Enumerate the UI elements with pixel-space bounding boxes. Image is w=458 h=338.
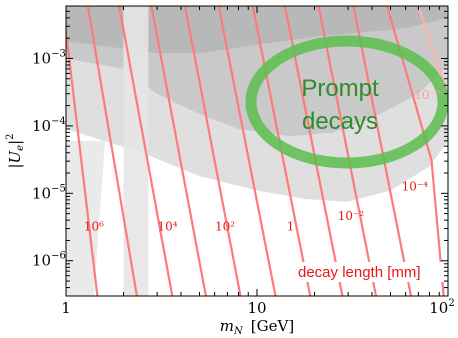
x-tick-label: 102 (429, 298, 454, 317)
contour-label-1: 10⁶ (84, 220, 104, 234)
contour-line-12 (417, 6, 448, 95)
prompt-label: Prompt (301, 75, 379, 102)
contour-label-3: 10⁴ (157, 220, 177, 234)
axis-ticks (65, 5, 449, 297)
contour-line-9 (317, 6, 378, 296)
contour-label-9: 10⁻² (338, 209, 365, 223)
contour-line-5 (183, 6, 242, 296)
y-tick-label: 10−3 (32, 48, 66, 67)
contour-line-2 (86, 6, 138, 296)
contour-label-12: 10⁻⁶ (414, 88, 441, 102)
contour-label-5: 10² (215, 220, 235, 234)
x-tick-label: 10 (247, 299, 266, 317)
prompt-decays-ellipse (245, 35, 449, 169)
y-tick-label: 10−5 (32, 183, 66, 202)
contour-line-4 (150, 6, 207, 296)
decay-length-label: decay length [mm] (298, 264, 421, 281)
contour-line-3 (118, 6, 174, 296)
x-axis-label: mN [GeV] (220, 317, 294, 337)
decay-length-label-bg (292, 262, 447, 282)
excluded-region-5 (66, 140, 105, 296)
x-tick-label: 1 (61, 299, 71, 317)
contour-label-11: 10⁻⁴ (402, 180, 429, 194)
contour-line-6 (217, 6, 277, 296)
decay-length-contours (66, 6, 448, 296)
y-tick-label: 10−6 (32, 251, 66, 270)
contour-label-7: 1 (287, 220, 295, 234)
y-axis-label: |Ue|2 (5, 133, 26, 168)
contour-line-10 (352, 6, 413, 296)
decays-label: decays (302, 108, 378, 135)
contour-line-1 (66, 31, 99, 296)
excluded-region-4 (123, 6, 149, 296)
y-tick-label: 10−4 (32, 116, 66, 135)
